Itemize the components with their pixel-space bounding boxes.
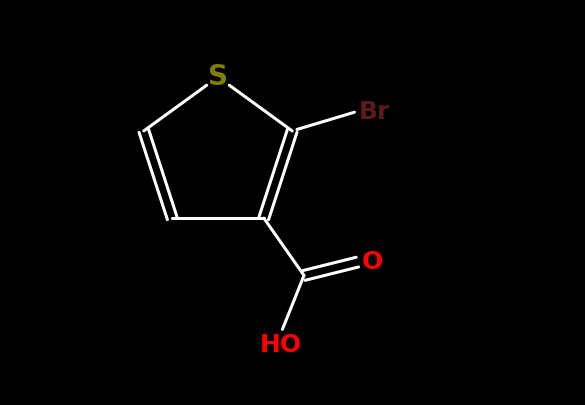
Text: S: S bbox=[208, 63, 228, 91]
Text: O: O bbox=[362, 250, 383, 274]
Text: Br: Br bbox=[359, 100, 390, 124]
Text: HO: HO bbox=[259, 333, 301, 357]
